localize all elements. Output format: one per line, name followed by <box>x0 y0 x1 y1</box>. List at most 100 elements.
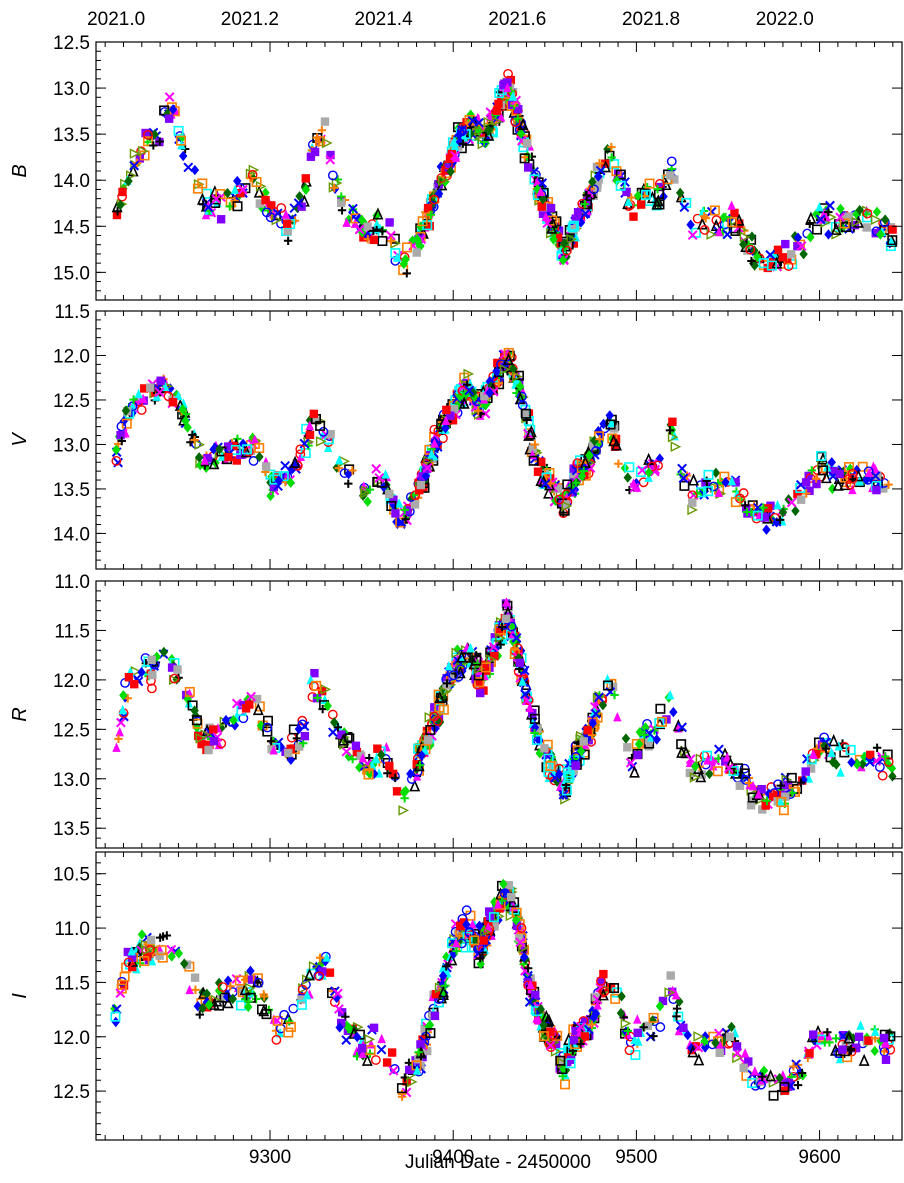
data-point <box>204 200 213 210</box>
y-tick-label: 11.0 <box>54 919 90 940</box>
data-point <box>292 734 302 743</box>
data-point <box>281 209 291 219</box>
data-point <box>835 469 844 479</box>
data-point <box>269 745 278 755</box>
data-point <box>555 1055 566 1066</box>
panel-R-frame <box>95 580 903 849</box>
data-point <box>554 769 564 780</box>
data-point <box>176 135 187 146</box>
y-tick-label: 13.0 <box>53 79 90 100</box>
data-point <box>494 379 504 388</box>
data-point <box>666 689 675 700</box>
data-point <box>540 744 549 753</box>
data-point <box>320 117 330 126</box>
data-point <box>495 632 506 644</box>
data-point <box>864 757 875 768</box>
data-point <box>248 456 259 466</box>
data-point <box>190 973 200 982</box>
data-point <box>339 468 350 478</box>
data-point <box>706 229 718 240</box>
data-point <box>520 951 529 963</box>
data-point <box>274 475 284 486</box>
data-point <box>140 384 149 393</box>
y-tick-label: 12.5 <box>53 1082 90 1103</box>
data-point <box>480 408 491 419</box>
data-point <box>831 1034 841 1043</box>
data-point <box>169 674 180 686</box>
data-point <box>580 199 590 209</box>
data-point <box>636 200 646 209</box>
data-point <box>171 106 181 116</box>
data-point <box>670 441 682 453</box>
data-point <box>583 726 592 735</box>
data-point <box>510 644 519 653</box>
data-point <box>797 1068 807 1078</box>
data-point <box>533 467 543 476</box>
data-point <box>251 176 262 187</box>
data-point <box>756 1079 766 1090</box>
data-point <box>490 896 499 908</box>
data-point <box>204 728 213 737</box>
data-point <box>490 651 499 661</box>
data-point <box>571 761 580 770</box>
data-point <box>633 190 643 201</box>
data-point <box>883 756 894 767</box>
data-point <box>739 768 750 779</box>
data-point <box>214 1000 225 1011</box>
data-point <box>402 1077 411 1086</box>
data-point <box>656 182 665 192</box>
data-point <box>474 406 483 415</box>
top-year-label: 2021.0 <box>87 9 145 30</box>
data-point <box>123 957 134 968</box>
data-point <box>887 763 897 774</box>
data-point <box>243 987 254 998</box>
data-point <box>194 731 203 741</box>
data-point <box>887 235 898 246</box>
data-point <box>348 466 357 475</box>
data-point <box>783 780 793 790</box>
data-point <box>305 430 315 440</box>
data-point <box>341 746 352 757</box>
data-point <box>475 678 485 688</box>
data-point <box>545 1040 556 1051</box>
data-point <box>652 734 661 745</box>
data-point <box>441 422 450 434</box>
data-point <box>456 650 467 663</box>
data-point <box>633 750 642 760</box>
data-point <box>143 129 153 140</box>
data-point <box>624 196 633 206</box>
data-point <box>772 517 781 528</box>
data-point <box>134 388 143 399</box>
data-point <box>535 748 544 759</box>
data-point <box>228 993 238 1005</box>
data-point <box>173 125 184 136</box>
data-point <box>286 477 295 488</box>
data-point <box>523 163 533 172</box>
data-point <box>503 68 513 79</box>
data-point <box>714 226 724 237</box>
data-point <box>230 184 240 195</box>
data-point <box>508 363 518 375</box>
data-point <box>492 366 501 377</box>
data-point <box>469 935 480 946</box>
data-point <box>258 1004 270 1017</box>
data-point <box>233 175 242 187</box>
data-point <box>453 644 462 655</box>
data-point <box>276 203 287 213</box>
data-point <box>480 926 491 937</box>
data-point <box>827 457 836 468</box>
data-point <box>113 207 122 216</box>
data-point <box>839 747 850 758</box>
data-point <box>765 249 776 260</box>
data-point <box>683 1029 692 1041</box>
data-point <box>731 478 740 487</box>
data-point <box>554 494 565 505</box>
data-point <box>412 248 421 257</box>
data-point <box>295 191 304 202</box>
data-point <box>255 199 265 208</box>
data-point <box>214 985 224 996</box>
data-point <box>414 1055 423 1064</box>
data-point <box>294 723 304 735</box>
data-point <box>595 159 604 168</box>
data-point <box>280 460 291 471</box>
